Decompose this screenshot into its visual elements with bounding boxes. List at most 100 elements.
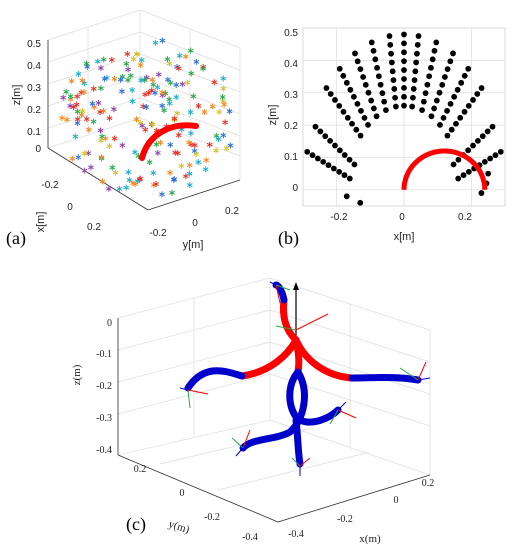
chart-c-axes — [117, 318, 431, 523]
chart-b-point — [357, 66, 364, 73]
chart-c-z-tick: -0.4 — [96, 445, 112, 456]
chart-a-point — [148, 87, 155, 94]
chart-a-point — [90, 118, 97, 125]
chart-a-point — [59, 114, 65, 121]
chart-c-frame — [275, 313, 329, 331]
chart-b-point — [314, 155, 321, 162]
chart-a-point — [105, 185, 112, 192]
chart-b-point — [457, 114, 464, 121]
chart-a-point — [100, 56, 107, 63]
chart-a-point — [129, 98, 136, 105]
chart-a-point — [149, 121, 156, 128]
chart-b-point — [391, 86, 398, 92]
chart-b-point — [453, 120, 459, 127]
chart-a-point — [69, 155, 76, 162]
chart-b-point — [375, 73, 382, 80]
chart-a-point — [172, 149, 179, 156]
chart-c-base-seg-4 — [279, 296, 300, 344]
chart-b-point — [336, 102, 343, 109]
chart-a-z-tick: 0.1 — [27, 127, 41, 138]
chart-a-point — [216, 108, 223, 115]
chart-b-point — [465, 168, 472, 175]
chart-b-point — [470, 97, 476, 103]
chart-c-z-ticks: 0 -0.1 -0.2 -0.3 -0.4 — [96, 318, 112, 456]
chart-b-point — [343, 79, 350, 86]
chart-a-point — [150, 81, 157, 88]
chart-c-ylabel: y(m) — [167, 518, 191, 536]
chart-c-frame — [399, 361, 431, 381]
chart-c-panel-label: (c) — [126, 514, 146, 535]
chart-a-point — [184, 79, 191, 86]
chart-a-point — [215, 136, 222, 143]
chart-b-point — [361, 114, 368, 121]
chart-a-point — [79, 77, 86, 84]
chart-b-point — [437, 121, 443, 128]
chart-b-y-tick: 0 — [292, 183, 298, 194]
chart-b-point — [450, 50, 456, 57]
chart-b-point — [309, 152, 316, 159]
chart-a-point — [83, 116, 90, 123]
chart-b-point — [383, 107, 389, 114]
chart-b-point — [479, 133, 486, 140]
chart-a-point — [99, 178, 106, 185]
chart-a-point — [68, 78, 75, 85]
chart-a-point — [60, 94, 67, 101]
chart-b-point — [419, 107, 425, 114]
chart-a-point — [211, 79, 218, 86]
chart-a-point — [219, 94, 226, 101]
chart-a-point — [99, 133, 105, 140]
chart-a-point — [116, 185, 123, 192]
chart-b-point — [340, 72, 347, 79]
chart-a-point — [154, 149, 161, 156]
chart-b-point — [336, 65, 343, 72]
chart-a-x-tick: -0.2 — [41, 180, 59, 191]
chart-b-x-tick: 0 — [399, 212, 405, 223]
chart-a-point — [149, 76, 156, 83]
chart-b-y-tick: 0.3 — [284, 90, 298, 101]
chart-c-tip-segments — [184, 281, 422, 468]
chart-c: 0 -0.1 -0.2 -0.3 -0.4 z(m) 0.2 0 -0.2 -0… — [71, 277, 434, 545]
chart-a-point — [220, 98, 227, 105]
chart-b-point — [370, 47, 377, 54]
chart-c-base-seg-1 — [238, 336, 300, 380]
chart-b-point — [343, 193, 350, 200]
chart-a-z-tick: 0.3 — [27, 83, 41, 94]
chart-b-point — [431, 105, 438, 112]
chart-a-point — [85, 150, 92, 157]
chart-a-point — [202, 166, 209, 173]
chart-c-xlabel: x(m) — [359, 533, 381, 545]
chart-b-point — [327, 91, 334, 97]
chart-b-x-tick: 0.2 — [458, 212, 472, 223]
chart-a-point — [109, 164, 116, 171]
chart-a-point — [124, 50, 131, 57]
chart-b-point — [429, 56, 436, 63]
chart-b-point — [465, 102, 472, 109]
chart-a-point — [73, 101, 80, 108]
chart-a-point — [134, 50, 140, 57]
chart-b-point — [460, 172, 467, 179]
chart-a-point — [203, 157, 210, 164]
chart-a-point — [67, 93, 74, 100]
chart-a-point — [137, 62, 144, 69]
chart-c-tip-seg-2 — [348, 374, 422, 384]
chart-a-point — [227, 142, 234, 149]
chart-b-point — [461, 72, 468, 79]
chart-b-point — [325, 162, 332, 169]
chart-a-point — [226, 108, 233, 115]
chart-b-points — [304, 31, 504, 206]
chart-b-point — [354, 58, 361, 65]
chart-c-y-tick: 0.2 — [134, 464, 147, 475]
chart-a-point — [64, 116, 70, 123]
chart-b-point — [362, 81, 369, 88]
chart-a-point — [138, 57, 145, 64]
chart-b-point — [368, 97, 375, 104]
chart-a-point — [169, 189, 175, 196]
chart-b: 0.5 0.4 0.3 0.2 0.1 0 z[m] -0.2 0 0.2 x[… — [267, 27, 506, 249]
chart-a-point — [182, 173, 189, 180]
chart-a-panel-label: (a) — [6, 228, 26, 249]
chart-a-point — [201, 109, 208, 116]
chart-b-y-tick: 0.2 — [284, 121, 298, 132]
chart-a-point — [106, 143, 113, 150]
chart-b-point — [414, 50, 420, 57]
chart-a-point — [220, 85, 227, 92]
